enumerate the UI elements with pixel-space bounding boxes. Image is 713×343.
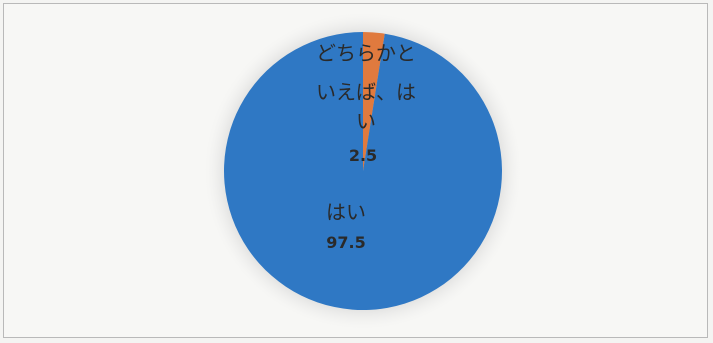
slice-value-yes: 97.5 xyxy=(326,233,365,252)
pie-slice-yes xyxy=(223,32,502,310)
slice-label-yes-somewhat-line3: い xyxy=(356,109,376,133)
slice-label-yes-somewhat-line2: いえば、は xyxy=(316,80,416,104)
slice-label-yes-somewhat-line1: どちらかと xyxy=(316,41,416,65)
slice-label-yes: はい xyxy=(326,200,366,224)
pie-slice-yes-somewhat xyxy=(363,32,385,171)
slice-value-yes-somewhat: 2.5 xyxy=(349,146,377,165)
